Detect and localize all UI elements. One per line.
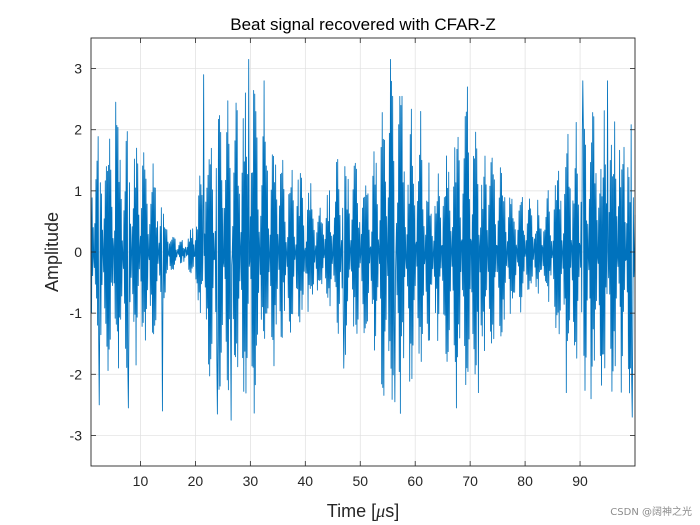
x-tick-label: 90 xyxy=(572,473,588,489)
x-tick-label: 30 xyxy=(243,473,259,489)
x-tick-label: 80 xyxy=(517,473,533,489)
x-tick-label: 10 xyxy=(133,473,149,489)
chart-title: Beat signal recovered with CFAR-Z xyxy=(230,15,496,34)
x-tick-label: 50 xyxy=(352,473,368,489)
watermark-text: CSDN @阔神之光 xyxy=(610,507,692,518)
y-tick-label: 3 xyxy=(74,61,82,77)
x-tick-labels: 10 20 30 40 50 60 70 80 90 xyxy=(133,473,588,489)
series-group xyxy=(90,58,636,421)
y-axis-label: Amplitude xyxy=(42,212,62,292)
x-tick-label: 20 xyxy=(188,473,204,489)
y-tick-label: -1 xyxy=(70,305,83,321)
x-tick-label: 70 xyxy=(462,473,478,489)
series-line-beat-signal xyxy=(90,58,636,421)
x-tick-label: 40 xyxy=(298,473,314,489)
y-tick-label: -3 xyxy=(70,427,83,443)
y-tick-labels: -3 -2 -1 0 1 2 3 xyxy=(70,61,83,444)
x-tick-label: 60 xyxy=(407,473,423,489)
y-tick-label: 0 xyxy=(74,244,82,260)
y-tick-label: 2 xyxy=(74,122,82,138)
tick-marks xyxy=(91,38,635,466)
y-tick-label: -2 xyxy=(70,366,83,382)
y-tick-label: 1 xyxy=(74,183,82,199)
x-axis-label: Time [μs] xyxy=(327,501,399,521)
x-axis-label-mu: μ xyxy=(375,501,385,521)
x-axis-label-suffix: s] xyxy=(385,501,399,521)
x-axis-label-prefix: Time [ xyxy=(327,501,376,521)
